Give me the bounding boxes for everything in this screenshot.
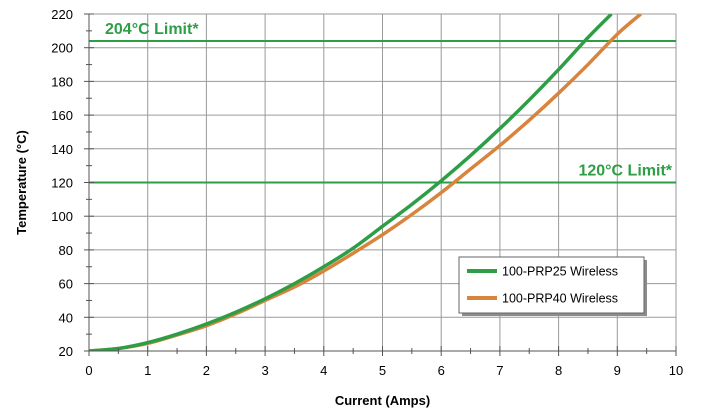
x-tick-label: 10 [669,363,683,378]
legend: 100-PRP25 Wireless 100-PRP40 Wireless [458,256,647,316]
y-tick-label: 40 [59,310,73,325]
x-tick-label: 6 [438,363,445,378]
x-tick-label: 3 [261,363,268,378]
reference-lines: 204°C Limit* 120°C Limit* [89,21,676,184]
reference-line-label: 204°C Limit* [105,21,199,38]
y-tick-label: 200 [51,41,73,56]
y-axis-title: Temperature (°C) [14,130,29,235]
axes [84,13,677,356]
x-tick-label: 1 [144,363,151,378]
x-axis-title: Current (Amps) [335,393,430,408]
x-tick-label: 7 [496,363,503,378]
y-tick-label: 20 [59,344,73,359]
y-tick-label: 160 [51,108,73,123]
x-tick-label: 5 [379,363,386,378]
x-tick-label: 8 [555,363,562,378]
tick-labels: 0 1 2 3 4 5 6 7 8 9 10 20 40 60 80 100 120 140 160 180 200 22… [51,7,683,378]
y-tick-label: 140 [51,142,73,157]
y-tick-label: 120 [51,176,73,191]
legend-box [458,256,645,314]
y-tick-label: 80 [59,243,73,258]
y-tick-label: 220 [51,7,73,22]
series-line-100-prp25-wireless [89,14,613,351]
y-tick-label: 60 [59,277,73,292]
x-tick-label: 9 [614,363,621,378]
grid [89,13,677,351]
legend-label-100-prp40-wireless: 100-PRP40 Wireless [502,292,618,306]
y-tick-label: 180 [51,74,73,89]
x-tick-label: 4 [320,363,327,378]
series [89,14,642,351]
x-tick-label: 0 [85,363,92,378]
x-tick-label: 2 [203,363,210,378]
legend-label-100-prp25-wireless: 100-PRP25 Wireless [502,265,618,279]
y-tick-label: 100 [51,209,73,224]
reference-line-label: 120°C Limit* [578,163,672,180]
